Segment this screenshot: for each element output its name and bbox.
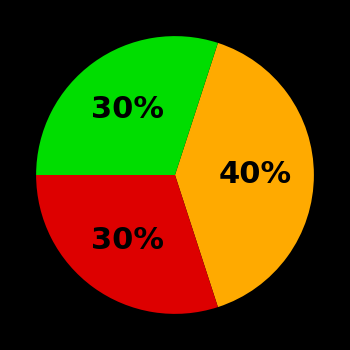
Wedge shape: [36, 36, 218, 175]
Text: 30%: 30%: [91, 95, 164, 124]
Wedge shape: [36, 175, 218, 314]
Text: 40%: 40%: [219, 161, 292, 189]
Text: 30%: 30%: [91, 226, 164, 255]
Wedge shape: [175, 43, 314, 307]
